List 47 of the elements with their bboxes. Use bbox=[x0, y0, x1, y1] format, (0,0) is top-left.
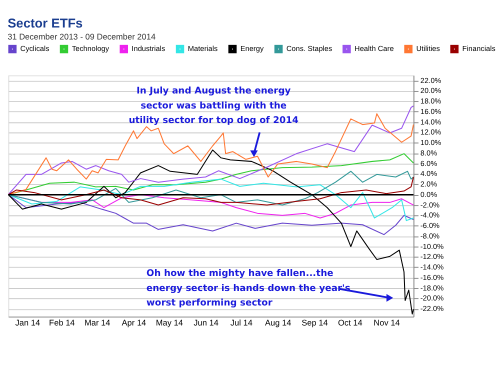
chart-subtitle: 31 December 2013 - 09 December 2014 bbox=[8, 32, 156, 42]
legend-label: Cons. Staples bbox=[286, 44, 333, 53]
x-tick-label: Jul 14 bbox=[230, 318, 253, 328]
legend-label: Cyclicals bbox=[20, 44, 50, 53]
legend-label: Financials bbox=[462, 44, 496, 53]
y-tick-label: -14.0% bbox=[420, 262, 444, 272]
y-tick-label: -22.0% bbox=[420, 304, 444, 314]
y-tick-label: -16.0% bbox=[420, 272, 444, 282]
annotation: Oh how the mighty have fallen...the energy sector is hands down the year's worst performing sector bbox=[146, 268, 351, 309]
x-tick-label: Apr 14 bbox=[122, 318, 147, 328]
legend-label: Industrials bbox=[132, 44, 166, 53]
y-tick-label: 4.0% bbox=[420, 169, 438, 178]
x-tick-label: Nov 14 bbox=[374, 318, 400, 328]
x-tick-label: Jun 14 bbox=[194, 318, 219, 328]
y-tick-label: 0.0% bbox=[420, 190, 438, 199]
y-tick-label: -8.0% bbox=[420, 231, 440, 240]
legend-label: Materials bbox=[188, 44, 218, 53]
legend-label: Technology bbox=[72, 44, 110, 53]
y-tick-label: -6.0% bbox=[420, 221, 440, 230]
y-tick-label: 16.0% bbox=[420, 106, 442, 116]
x-tick-label: Feb 14 bbox=[49, 318, 76, 328]
x-tick-label: Aug 14 bbox=[264, 318, 292, 328]
y-tick-label: 20.0% bbox=[420, 86, 442, 96]
y-tick-label: 14.0% bbox=[420, 117, 442, 126]
y-tick-label: -10.0% bbox=[420, 242, 444, 251]
y-tick-label: -18.0% bbox=[420, 283, 444, 292]
legend-label: Energy bbox=[240, 44, 264, 53]
y-tick-label: 18.0% bbox=[420, 96, 442, 106]
x-tick-label: Mar 14 bbox=[84, 318, 111, 328]
x-tick-label: Oct 14 bbox=[338, 318, 363, 328]
legend-label: Health Care bbox=[354, 44, 394, 53]
x-tick-label: Jan 14 bbox=[15, 318, 40, 328]
y-tick-label: 6.0% bbox=[420, 158, 438, 168]
x-tick-label: May 14 bbox=[156, 318, 184, 328]
y-tick-label: 10.0% bbox=[420, 138, 442, 148]
chart-title: Sector ETFs bbox=[8, 15, 83, 30]
y-tick-label: -20.0% bbox=[420, 294, 444, 303]
annotation: In July and August the energy sector was battling with the utility sector for top dog of 2014 bbox=[128, 86, 299, 126]
y-tick-label: 12.0% bbox=[420, 128, 442, 137]
y-tick-label: -4.0% bbox=[420, 210, 440, 220]
y-tick-label: 22.0% bbox=[420, 76, 442, 85]
x-tick-label: Sep 14 bbox=[302, 318, 328, 328]
y-tick-label: -12.0% bbox=[420, 252, 444, 262]
y-tick-label: 8.0% bbox=[420, 148, 438, 158]
y-tick-label: 2.0% bbox=[420, 180, 438, 189]
y-tick-label: -2.0% bbox=[420, 200, 440, 210]
legend-label: Utilities bbox=[416, 44, 440, 53]
